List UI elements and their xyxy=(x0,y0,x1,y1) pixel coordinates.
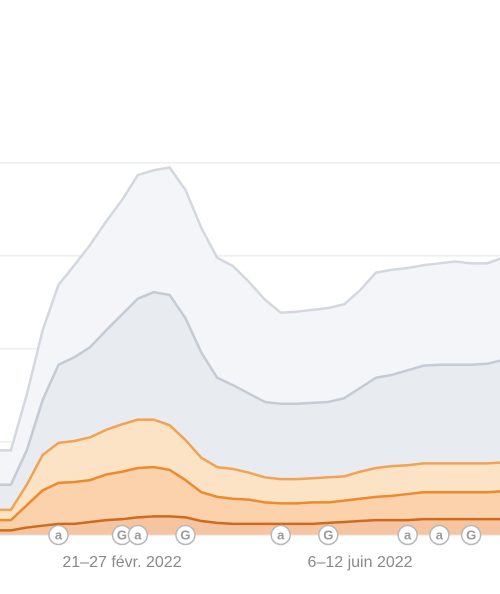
annotation-label: G xyxy=(466,527,476,542)
series-line xyxy=(0,515,500,532)
annotation-marker xyxy=(127,524,149,546)
annotation-marker xyxy=(429,524,450,546)
x-tick-label: 21–27 févr. 2022 xyxy=(62,554,181,571)
annotation-label: a xyxy=(436,527,444,542)
series-line xyxy=(0,465,500,522)
annotation-marker xyxy=(460,524,482,546)
annotation-label: a xyxy=(134,527,142,542)
annotation-label: a xyxy=(55,527,63,542)
annotation-marker xyxy=(270,524,291,546)
annotation-label: G xyxy=(180,527,190,542)
series-line xyxy=(0,290,500,487)
annotation-label: a xyxy=(404,527,412,542)
series-line xyxy=(0,166,500,452)
x-tick-label: 6–12 juin 2022 xyxy=(308,554,413,571)
annotation-label: G xyxy=(117,527,127,542)
annotation-label: G xyxy=(323,527,333,542)
series-line xyxy=(0,418,500,512)
annotation-marker xyxy=(48,524,69,546)
annotation-marker xyxy=(318,524,339,546)
annotation-marker xyxy=(397,524,418,546)
annotation-marker xyxy=(175,524,196,546)
annotation-label: a xyxy=(277,527,285,542)
